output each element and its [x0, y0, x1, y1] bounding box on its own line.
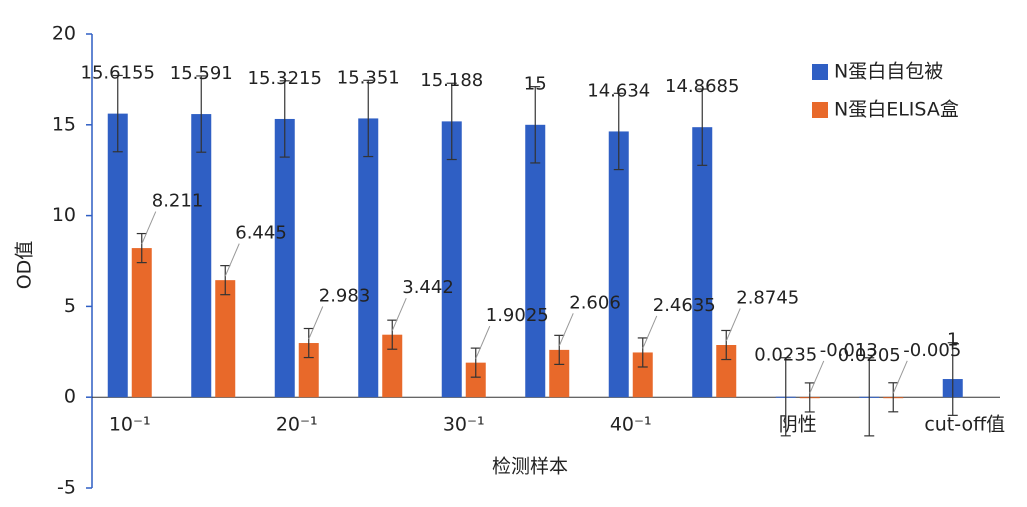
data-label: 2.4635	[653, 295, 716, 316]
x-tick-label: 40⁻¹	[610, 414, 652, 436]
error-bar	[697, 88, 708, 166]
error-bar	[888, 382, 899, 413]
y-tick-label: 15	[52, 113, 76, 135]
bar	[215, 280, 236, 398]
x-tick-label: 20⁻¹	[276, 414, 318, 436]
leader-line	[642, 315, 658, 349]
legend-swatch	[812, 64, 828, 80]
x-tick-label: 10⁻¹	[109, 414, 151, 436]
data-label: 15.591	[170, 63, 233, 84]
error-bar	[387, 319, 398, 350]
error-bar	[613, 92, 624, 171]
data-label: 0.0235	[754, 345, 817, 366]
bar	[632, 352, 653, 398]
bar	[549, 349, 570, 398]
bar	[608, 131, 629, 398]
leader-line	[391, 297, 407, 331]
y-tick-label: 20	[52, 23, 76, 45]
bar	[191, 114, 212, 398]
bar	[441, 121, 462, 398]
x-tick-label: 30⁻¹	[443, 414, 485, 436]
x-tick-label: cut-off值	[924, 414, 1005, 436]
error-bar	[363, 79, 374, 158]
y-tick-label: 5	[64, 295, 76, 317]
data-label: 2.606	[569, 292, 621, 313]
data-label: 8.211	[152, 191, 204, 212]
legend-label: N蛋白自包被	[834, 61, 943, 83]
y-axis-title: OD值	[14, 241, 36, 290]
data-label: 15.3215	[248, 68, 322, 89]
error-bar	[864, 357, 875, 437]
bar	[298, 343, 319, 398]
error-bar	[112, 74, 123, 153]
error-bar	[303, 327, 314, 359]
leader-line	[725, 308, 741, 342]
data-label: 6.445	[235, 223, 287, 244]
leader-line	[308, 306, 324, 340]
data-label: 15.6155	[81, 62, 155, 83]
bar	[131, 248, 152, 398]
data-label: 2.8745	[736, 287, 799, 308]
error-bar	[780, 357, 791, 437]
leader-line	[141, 211, 157, 245]
data-label: 0.0205	[838, 345, 901, 366]
leader-line	[224, 243, 240, 277]
data-label: 1	[947, 330, 958, 351]
bar	[107, 113, 128, 398]
data-label: -0.005	[903, 340, 961, 361]
data-label: 15.351	[337, 67, 400, 88]
data-label: -0.013	[820, 340, 878, 361]
bar	[692, 127, 713, 398]
error-bar	[637, 337, 648, 368]
error-bar	[947, 342, 958, 416]
bar	[716, 344, 737, 398]
error-bar	[470, 347, 481, 378]
legend-label: N蛋白ELISA盒	[834, 99, 959, 121]
error-bar	[554, 334, 565, 366]
leader-line	[475, 325, 491, 359]
leader-line	[809, 360, 825, 394]
data-label: 15.188	[420, 70, 483, 91]
error-bar	[196, 75, 207, 153]
error-bar	[136, 232, 147, 264]
error-bar	[220, 265, 231, 296]
y-tick-label: -5	[57, 477, 76, 499]
data-label: 15	[524, 74, 547, 95]
bar	[358, 118, 379, 398]
data-label: 2.983	[319, 286, 371, 307]
y-tick-label: 10	[52, 204, 76, 226]
bar	[382, 334, 403, 398]
data-label: 14.634	[587, 80, 650, 101]
legend-swatch	[812, 102, 828, 118]
y-tick-label: 0	[64, 386, 76, 408]
error-bar	[721, 329, 732, 361]
data-label: 1.9025	[486, 305, 549, 326]
data-label: 14.8685	[665, 76, 739, 97]
error-bar	[446, 82, 457, 161]
x-tick-label: 阴性	[779, 414, 817, 436]
bar	[525, 124, 546, 398]
leader-line	[892, 360, 908, 394]
error-bar	[804, 382, 815, 413]
leader-line	[558, 313, 574, 347]
data-label: 3.442	[402, 277, 454, 298]
error-bar	[279, 80, 290, 158]
x-axis-title: 检测样本	[492, 456, 568, 478]
bar	[465, 362, 486, 398]
bar	[274, 118, 295, 398]
error-bar	[530, 86, 541, 164]
